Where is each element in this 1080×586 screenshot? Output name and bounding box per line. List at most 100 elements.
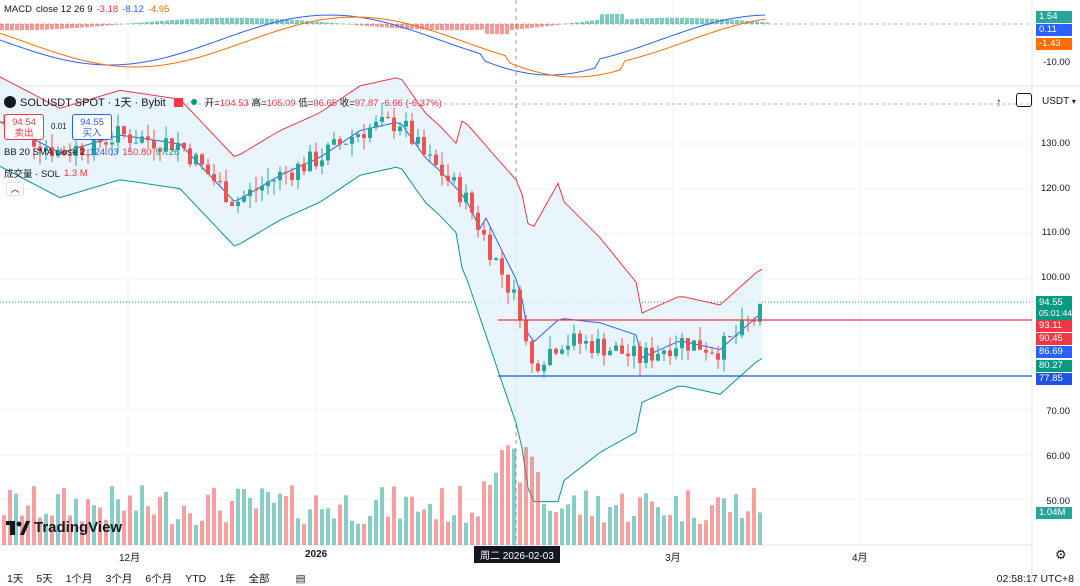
volume-bar <box>128 495 132 545</box>
bb-legend[interactable]: BB 20 SMA close 2 124.03 150.80 97.26 <box>4 147 179 158</box>
macd-hist-bar <box>530 24 534 28</box>
candle-body <box>380 117 384 122</box>
timeframe-ytd[interactable]: YTD <box>185 572 207 585</box>
volume-bar <box>410 496 414 545</box>
macd-hist-bar <box>580 21 584 24</box>
volume-bar <box>338 504 342 545</box>
tag-macd-line: 0.11 <box>1036 24 1072 36</box>
macd-hist-bar <box>390 24 394 28</box>
candle-body <box>434 154 438 165</box>
timeframe-all[interactable]: 全部 <box>248 573 270 585</box>
macd-hist-bar <box>725 19 729 24</box>
volume-bar <box>560 508 564 545</box>
arrow-up-icon[interactable]: ↑ <box>996 95 1002 109</box>
macd-legend[interactable]: MACD close 12 26 9 -3.18 -8.12 -4.95 <box>4 4 169 15</box>
volume-bar <box>554 511 558 545</box>
volume-bar <box>80 521 84 545</box>
candle-body <box>548 348 552 365</box>
tag-volume: 1.04M <box>1036 507 1072 519</box>
macd-hist-bar <box>645 18 649 24</box>
macd-hist-bar <box>100 24 104 26</box>
macd-hist-bar <box>510 24 514 30</box>
symbol-legend[interactable]: SOLUSDT SPOT · 1天 · Bybit 开=104.53 高=105… <box>4 94 442 110</box>
macd-hist-bar <box>230 17 234 24</box>
bb-name: BB 20 SMA close 2 <box>4 147 86 158</box>
candle-body <box>620 345 624 354</box>
macd-hist-bar <box>215 17 219 24</box>
macd-hist-bar <box>10 24 14 31</box>
volume-bar <box>122 510 126 545</box>
sell-button[interactable]: 94.54 卖出 <box>4 114 44 140</box>
volume-bar <box>518 482 522 545</box>
clock[interactable]: 02:58:17 UTC+8 <box>996 572 1074 585</box>
candle-body <box>176 142 180 151</box>
candle-body <box>242 196 246 202</box>
time-label-mar: 3月 <box>665 553 681 564</box>
candle-body <box>338 139 342 145</box>
macd-hist-bar <box>285 19 289 24</box>
macd-hist-bar <box>65 24 69 29</box>
bb-mid-value: 124.03 <box>89 147 119 158</box>
tag-macd-signal: -1.43 <box>1036 38 1072 50</box>
timeframe-1y[interactable]: 1年 <box>219 573 236 585</box>
volume-bar <box>146 506 150 545</box>
candle-body <box>638 346 642 363</box>
volume-bar <box>428 503 432 545</box>
macd-hist-bar <box>325 22 329 24</box>
volume-bar <box>584 490 588 545</box>
candle-body <box>344 143 348 145</box>
timeframe-1d[interactable]: 1天 <box>7 573 24 585</box>
volume-value: 1.3 M <box>63 167 88 179</box>
candle-body <box>488 234 492 260</box>
macd-hist-bar <box>35 24 39 30</box>
candle-body <box>542 364 546 372</box>
buy-button[interactable]: 94.55 买入 <box>72 114 112 140</box>
fullscreen-icon[interactable] <box>1016 93 1032 107</box>
macd-hist-value: -3.18 <box>96 4 119 15</box>
collapse-legend-button[interactable]: ︿ <box>6 182 24 196</box>
currency-selector[interactable]: USDT ▾ <box>1042 96 1076 107</box>
volume-bar <box>296 518 300 545</box>
macd-hist-bar <box>300 20 304 24</box>
volume-bar <box>86 499 90 545</box>
volume-bar <box>488 484 492 545</box>
macd-hist-bar <box>135 22 139 24</box>
macd-hist-bar <box>670 17 674 24</box>
volume-bar <box>632 515 636 545</box>
volume-bar <box>638 497 642 545</box>
calendar-icon[interactable]: ▤ <box>295 572 306 585</box>
timeframe-5d[interactable]: 5天 <box>36 573 53 585</box>
volume-bar <box>140 485 144 545</box>
macd-hist-bar <box>710 18 714 24</box>
macd-hist-bar <box>90 24 94 27</box>
macd-hist-bar <box>170 20 174 24</box>
symbol-title[interactable]: SOLUSDT SPOT · 1天 · Bybit <box>20 97 166 109</box>
volume-bar <box>614 505 618 545</box>
price-axis-tick: 110.00 <box>1041 227 1070 239</box>
macd-name: MACD <box>4 4 32 15</box>
volume-bar <box>368 515 372 545</box>
timeframe-6m[interactable]: 6个月 <box>145 573 173 585</box>
volume-bar <box>692 517 696 545</box>
timeframe-1m[interactable]: 1个月 <box>65 573 93 585</box>
macd-hist-bar <box>140 22 144 24</box>
timeframe-3m[interactable]: 3个月 <box>105 573 133 585</box>
macd-hist-bar <box>40 24 44 30</box>
macd-line-value: -8.12 <box>122 4 144 15</box>
macd-signal-value: -4.95 <box>147 4 170 15</box>
macd-hist-bar <box>480 24 484 30</box>
volume-bar <box>218 510 222 545</box>
volume-legend[interactable]: 成交量 · SOL 1.3 M <box>4 166 88 181</box>
candle-body <box>308 151 312 172</box>
tradingview-logo[interactable]: TradingView <box>6 519 122 536</box>
candle-body <box>386 117 390 119</box>
macd-hist-bar <box>550 24 554 26</box>
candle-body <box>578 333 582 344</box>
macd-hist-bar <box>165 20 169 24</box>
settings-gear-icon[interactable]: ⚙ <box>1055 547 1067 562</box>
volume-bar <box>524 447 528 545</box>
candle-body <box>182 142 186 149</box>
tag-macd-hist: 1.54 <box>1036 11 1072 23</box>
macd-hist-bar <box>515 24 519 30</box>
